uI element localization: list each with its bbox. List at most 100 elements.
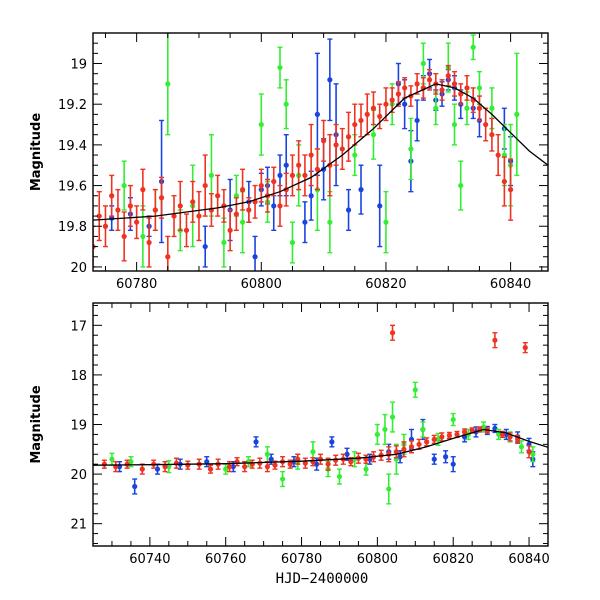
x-tick-label: 60780 (116, 277, 157, 292)
y-tick-label: 19.8 (58, 220, 87, 235)
data-point (426, 77, 433, 83)
data-point (289, 172, 296, 178)
data-point (370, 105, 377, 111)
data-point (451, 121, 458, 128)
data-point (239, 187, 246, 193)
data-point (317, 456, 324, 462)
data-point (101, 461, 107, 467)
data-point (289, 239, 296, 246)
model-curve (93, 83, 548, 221)
data-point (458, 182, 464, 189)
data-point (162, 464, 168, 470)
data-point (464, 105, 470, 111)
data-point (239, 219, 246, 225)
x-tick-label: 60760 (205, 552, 246, 567)
plot-area (93, 324, 548, 505)
data-point (445, 73, 451, 79)
data-point (183, 227, 190, 233)
data-point (439, 434, 445, 440)
x-tick-label: 60740 (129, 552, 170, 567)
data-point (152, 207, 158, 213)
x-tick-label: 60800 (357, 552, 398, 567)
data-point (431, 436, 437, 442)
data-point (196, 213, 202, 219)
data-point (408, 146, 414, 152)
data-point (431, 456, 437, 462)
data-point (165, 254, 171, 260)
x-tick-label: 60780 (281, 552, 322, 567)
data-point (393, 449, 399, 455)
data-point (171, 213, 177, 219)
data-point (470, 44, 476, 50)
data-point (223, 466, 229, 472)
data-point (327, 219, 333, 225)
data-point (271, 178, 277, 185)
series-r (93, 64, 514, 271)
plot-area (93, 33, 548, 271)
x-tick-label: 60840 (490, 277, 531, 292)
data-point (352, 121, 358, 128)
data-point (121, 233, 127, 240)
data-point (433, 105, 439, 111)
y-tick-label: 19.4 (58, 139, 87, 154)
data-point (314, 111, 320, 117)
data-point (132, 483, 138, 490)
data-point (279, 476, 286, 482)
data-point (207, 466, 214, 472)
data-point (252, 254, 258, 260)
data-point (345, 207, 352, 213)
data-point (166, 464, 172, 470)
data-point (476, 85, 483, 91)
data-point (501, 152, 507, 158)
data-point (420, 426, 426, 433)
data-point (302, 219, 308, 225)
data-point (522, 345, 528, 351)
data-point (185, 462, 191, 468)
y-tick-label: 19 (70, 419, 87, 434)
data-point (272, 462, 278, 468)
data-point (514, 111, 520, 117)
data-point (302, 460, 308, 466)
data-point (325, 461, 331, 467)
x-tick-label: 60800 (241, 277, 282, 292)
data-point (501, 178, 507, 185)
x-axis-label: HJD−2400000 (276, 571, 369, 587)
data-point (508, 187, 514, 193)
data-point (383, 101, 389, 107)
data-point (402, 85, 408, 91)
data-point (177, 203, 183, 209)
data-point (140, 187, 146, 193)
data-point (139, 466, 145, 472)
y-tick-label: 21 (70, 518, 87, 533)
data-point (446, 432, 453, 439)
x-tick-label: 60820 (433, 552, 474, 567)
data-point (296, 162, 302, 168)
data-point (102, 223, 109, 229)
series-r (101, 324, 532, 475)
data-point (526, 449, 532, 455)
plot-frame (92, 32, 549, 272)
data-point (158, 195, 165, 201)
data-point (370, 132, 377, 138)
data-point (96, 213, 102, 219)
y-tick-label: 19 (70, 58, 87, 73)
data-point (271, 203, 277, 209)
data-point (202, 243, 208, 250)
data-point (401, 446, 407, 452)
data-point (134, 219, 140, 225)
data-point (469, 427, 475, 434)
data-point (395, 91, 402, 97)
y-tick-label: 17 (70, 319, 87, 334)
data-point (165, 81, 171, 87)
data-point (227, 227, 233, 233)
data-point (507, 434, 513, 440)
data-point (489, 132, 495, 138)
y-tick-label: 18 (70, 369, 87, 384)
y-tick-label: 20 (70, 468, 87, 483)
data-point (374, 431, 380, 438)
y-tick-label: 20 (70, 261, 87, 276)
data-point (382, 426, 388, 433)
data-point (461, 429, 468, 435)
data-point (389, 97, 395, 103)
data-point (439, 87, 445, 93)
